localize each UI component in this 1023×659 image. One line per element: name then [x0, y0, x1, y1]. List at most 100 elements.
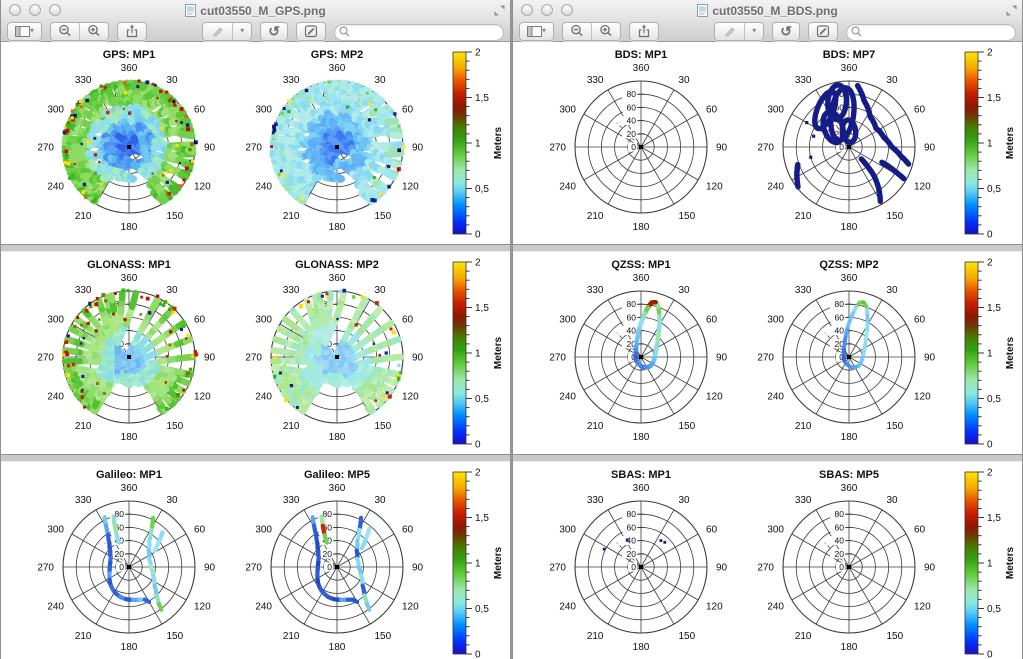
azimuth-label: 90 — [412, 143, 424, 154]
close-button[interactable] — [521, 4, 533, 16]
titlebar[interactable]: cut03550_M_BDS.png — [513, 0, 1022, 21]
zoom-out-button[interactable] — [51, 23, 79, 40]
skyplot-glonass-mp1: GLONASS: MP10204060803603060901201501802… — [19, 252, 239, 459]
marker-button[interactable] — [715, 23, 744, 40]
colorbar-tick-label: 1,5 — [475, 93, 489, 104]
azimuth-label: 120 — [706, 602, 723, 613]
colorbar-bds: 0 0,5 1 1,5 2 Meters — [961, 42, 1022, 249]
azimuth-label: 360 — [329, 273, 346, 284]
toolbar: ▾ — [1, 21, 510, 42]
azimuth-label: 180 — [121, 642, 138, 653]
azimuth-label: 330 — [75, 285, 92, 296]
minimize-button[interactable] — [29, 4, 41, 16]
azimuth-label: 270 — [37, 353, 54, 364]
azimuth-label: 240 — [255, 392, 272, 403]
zoom-button[interactable] — [49, 4, 61, 16]
search-input[interactable] — [334, 24, 504, 41]
azimuth-label: 30 — [167, 285, 179, 296]
azimuth-label: 210 — [283, 631, 300, 642]
azimuth-label: 120 — [914, 182, 931, 193]
azimuth-label: 180 — [633, 642, 650, 653]
colorbar-tick-label: 2 — [987, 258, 993, 269]
azimuth-label: 60 — [402, 315, 414, 326]
caret-down-icon: ▾ — [30, 26, 35, 35]
azimuth-label: 90 — [924, 353, 936, 364]
azimuth-label: 240 — [559, 182, 576, 193]
elevation-ring-label: 20 — [627, 129, 637, 139]
plot-title: BDS: MP7 — [823, 49, 876, 61]
azimuth-label: 90 — [412, 353, 424, 364]
window-title: cut03550_M_BDS.png — [712, 3, 838, 18]
colorbar-tick-label: 0,5 — [987, 184, 1001, 195]
azimuth-label: 180 — [121, 432, 138, 443]
zoom-out-button[interactable] — [563, 23, 591, 40]
marker-button[interactable] — [203, 23, 232, 40]
azimuth-label: 270 — [757, 353, 774, 364]
view-options-button[interactable]: ▾ — [519, 21, 555, 41]
rotate-button[interactable]: ↺ — [772, 21, 800, 41]
caret-down-icon: ▾ — [542, 26, 547, 35]
azimuth-label: 120 — [194, 392, 211, 403]
azimuth-label: 270 — [37, 143, 54, 154]
elevation-ring-label: 40 — [627, 116, 637, 126]
azimuth-label: 150 — [167, 631, 184, 642]
azimuth-label: 120 — [402, 602, 419, 613]
zoom-in-button[interactable] — [591, 22, 620, 40]
plot-row-sbas: SBAS: MP1 0 20 40 60 80 360 30 60 90 120 150 180 210 2… — [513, 462, 1022, 659]
edit-markup-button[interactable] — [296, 21, 326, 41]
zoom-in-button[interactable] — [79, 22, 108, 40]
azimuth-label: 180 — [329, 642, 346, 653]
skyplot-galileo-mp1: Galileo: MP10204060803603060901201501802… — [19, 462, 239, 659]
colorbar-tick-label: 1 — [475, 559, 481, 570]
edit-markup-button[interactable] — [808, 21, 838, 41]
titlebar[interactable]: cut03550_M_GPS.png — [1, 0, 510, 21]
skyplot-sbas-mp1: SBAS: MP1 0 20 40 60 80 360 30 60 90 120 150 180 210 2… — [531, 462, 751, 659]
elevation-ring-label: 80 — [627, 299, 637, 309]
azimuth-label: 210 — [75, 631, 92, 642]
zoom-button[interactable] — [561, 4, 573, 16]
azimuth-label: 180 — [329, 432, 346, 443]
view-options-button[interactable]: ▾ — [7, 21, 43, 41]
azimuth-label: 30 — [887, 75, 899, 86]
plot-title: Galileo: MP5 — [304, 469, 370, 481]
share-icon — [126, 24, 138, 38]
share-button[interactable] — [629, 21, 660, 41]
azimuth-label: 300 — [255, 105, 272, 116]
colorbar-axis-label: Meters — [1005, 546, 1016, 579]
window-separator — [1, 244, 510, 252]
fullscreen-icon[interactable] — [494, 5, 505, 16]
azimuth-label: 60 — [194, 105, 206, 116]
azimuth-label: 150 — [679, 211, 696, 222]
azimuth-label: 330 — [283, 495, 300, 506]
colorbar-tick-label: 1 — [987, 139, 993, 150]
fullscreen-icon[interactable] — [1006, 5, 1017, 16]
azimuth-label: 210 — [795, 421, 812, 432]
marker-caret-button[interactable]: ▾ — [744, 22, 763, 40]
colorbar-gps: 0 0,5 1 1,5 2 Meters — [449, 42, 510, 249]
azimuth-label: 240 — [767, 392, 784, 403]
azimuth-label: 150 — [375, 211, 392, 222]
search-input[interactable] — [846, 24, 1016, 41]
minimize-button[interactable] — [541, 4, 553, 16]
share-button[interactable] — [117, 21, 148, 41]
close-button[interactable] — [9, 4, 21, 16]
colorbar-tick-label: 0,5 — [475, 604, 489, 615]
azimuth-label: 300 — [767, 525, 784, 536]
skyplot-galileo-mp5: Galileo: MP50204060803603060901201501802… — [227, 462, 447, 659]
caret-down-icon: ▾ — [240, 26, 245, 35]
elevation-ring-label: 20 — [835, 129, 845, 139]
colorbar-svg: 0 0,5 1 1,5 2 Meters — [449, 252, 510, 454]
elevation-ring-label: 0 — [631, 142, 636, 152]
azimuth-label: 180 — [841, 642, 858, 653]
azimuth-label: 360 — [633, 63, 650, 74]
elevation-ring-label: 80 — [835, 509, 845, 519]
colorbar-tick-label: 1 — [475, 349, 481, 360]
skyplot-svg-qzss-mp2: QZSS: MP20204060803603060901201501802102… — [739, 252, 959, 454]
rotate-button[interactable]: ↺ — [260, 21, 288, 41]
marker-caret-button[interactable]: ▾ — [232, 22, 251, 40]
window-separator — [513, 454, 1022, 462]
azimuth-label: 240 — [47, 602, 64, 613]
skyplot-bds-mp1: BDS: MP1 0 20 40 60 80 360 30 60 90 120 150 180 210 24… — [531, 42, 751, 249]
elevation-ring-label: 20 — [627, 339, 637, 349]
colorbar-svg: 0 0,5 1 1,5 2 Meters — [961, 252, 1022, 454]
